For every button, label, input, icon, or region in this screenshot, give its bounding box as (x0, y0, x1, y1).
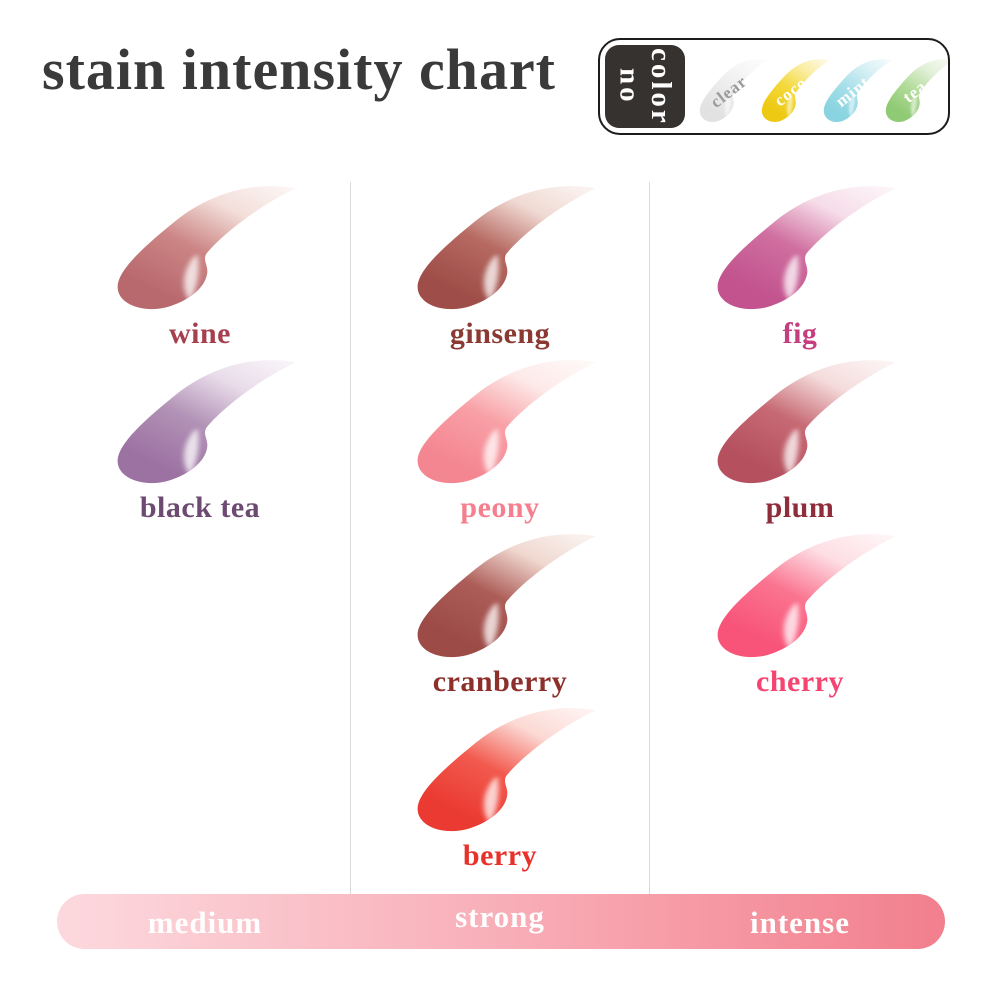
column-medium: wine black tea (50, 182, 350, 530)
no-color-box: no color clear (598, 38, 950, 135)
swatch-cherry: cherry (650, 530, 950, 704)
no-color-label-line1: no (613, 68, 646, 105)
ginseng-smear (417, 186, 596, 310)
swatch-label-berry: berry (462, 839, 538, 872)
column-intense: fig plum c (650, 182, 950, 704)
swatch-plum: plum (650, 356, 950, 530)
swatch-fig: fig (650, 182, 950, 356)
black-tea-smear (117, 360, 296, 484)
swatch-black-tea: black tea (50, 356, 350, 530)
swatch-label-cranberry: cranberry (432, 665, 568, 698)
wine-smear (117, 186, 296, 310)
intensity-label-medium: medium (147, 905, 263, 940)
swatch-peony: peony (350, 356, 650, 530)
swatch-label-ginseng: ginseng (449, 317, 551, 350)
intensity-label-strong: strong (455, 899, 545, 934)
no-color-swatch-row: clear coco (688, 40, 948, 133)
berry-smear (417, 708, 596, 832)
swatch-label-fig: fig (782, 317, 818, 350)
no-color-swatch-coco: coco (754, 47, 832, 127)
column-divider-right (649, 182, 650, 894)
swatch-cranberry: cranberry (350, 530, 650, 704)
page-title: stain intensity chart (42, 37, 556, 102)
swatch-label-wine: wine (169, 317, 231, 350)
cherry-smear (717, 534, 896, 658)
peony-smear (417, 360, 596, 484)
column-divider-left (350, 182, 351, 894)
swatch-label-peony: peony (460, 491, 540, 524)
no-color-swatch-clear: clear (692, 47, 770, 127)
no-color-label-line2: color (644, 47, 677, 126)
column-strong: ginseng peony (350, 182, 650, 878)
swatch-label-black-tea: black tea (139, 491, 261, 524)
coco-smear (761, 58, 830, 122)
swatch-label-cherry: cherry (756, 665, 844, 698)
tea-smear (885, 58, 948, 122)
swatch-berry: berry (350, 704, 650, 878)
clear-smear (699, 58, 768, 122)
intensity-bar: medium strong intense (57, 894, 945, 949)
intensity-label-intense: intense (750, 905, 850, 940)
swatch-label-plum: plum (765, 491, 835, 524)
fig-smear (717, 186, 896, 310)
no-color-swatch-mint: mint (816, 47, 894, 127)
cranberry-smear (417, 534, 596, 658)
plum-smear (717, 360, 896, 484)
swatch-ginseng: ginseng (350, 182, 650, 356)
no-color-swatch-tea: tea (878, 47, 948, 127)
no-color-tab: no color (605, 45, 685, 128)
swatch-wine: wine (50, 182, 350, 356)
mint-smear (823, 58, 892, 122)
